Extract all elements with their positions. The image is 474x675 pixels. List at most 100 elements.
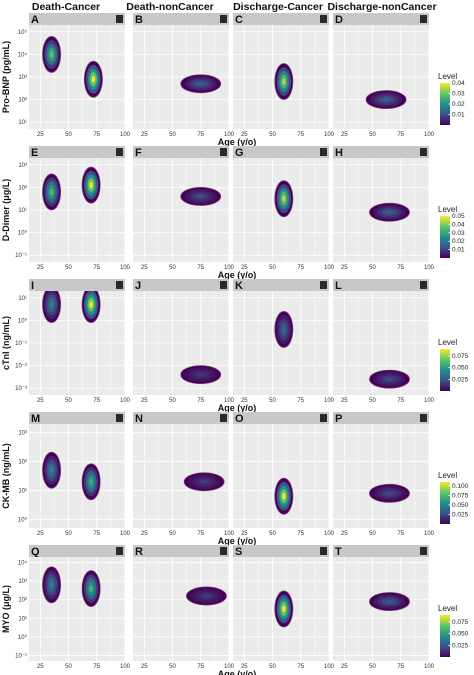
panel-k: K 25 50 75 100 xyxy=(233,279,335,404)
y-tick-label: 10⁻¹ xyxy=(15,653,27,659)
density-peak xyxy=(81,463,101,501)
x-tick-label: 25 xyxy=(241,132,248,138)
facet-strip xyxy=(333,13,429,25)
y-tick-label: 10⁴ xyxy=(18,51,28,58)
x-tick-label: 75 xyxy=(197,531,204,537)
x-tick-label: 75 xyxy=(297,132,304,138)
y-tick-label: 10³ xyxy=(18,75,27,81)
x-axis-label: Age (y/o) xyxy=(218,270,257,280)
x-tick-label: 75 xyxy=(197,664,204,670)
plot-area xyxy=(333,424,429,528)
panel-r: R 25 50 75 100 xyxy=(133,545,235,670)
x-tick-label: 25 xyxy=(341,132,348,138)
density-peak xyxy=(369,369,410,389)
x-tick-label: 25 xyxy=(341,398,348,404)
plot-area xyxy=(133,557,229,661)
density-peak xyxy=(42,35,62,73)
legend-tick-label: 0.01 xyxy=(452,247,465,254)
panel-letter: L xyxy=(335,280,342,292)
panel-e: E 25 50 75 100 xyxy=(29,146,131,271)
facet-strip xyxy=(133,412,229,424)
density-peak xyxy=(185,586,227,606)
strip-marker-icon xyxy=(220,15,227,23)
x-tick-label: 25 xyxy=(141,398,148,404)
column-title-2: Death-nonCancer xyxy=(126,1,214,13)
x-tick-label: 50 xyxy=(65,265,72,271)
y-tick-label: 10⁻¹ xyxy=(15,253,27,259)
y-tick-label: 10⁵ xyxy=(18,29,28,36)
panel-a: A 25 50 75 100 xyxy=(29,13,131,138)
density-peak xyxy=(42,291,62,324)
y-tick-label: 10⁰ xyxy=(18,516,28,523)
x-tick-label: 75 xyxy=(93,398,100,404)
strip-marker-icon xyxy=(320,148,327,156)
x-tick-label: 25 xyxy=(141,265,148,271)
strip-marker-icon xyxy=(116,15,123,23)
legend: Level 0.100 0.075 0.050 0.025 xyxy=(438,471,469,524)
x-tick-label: 50 xyxy=(269,132,276,138)
x-tick-label: 50 xyxy=(169,132,176,138)
panel-letter: I xyxy=(31,280,34,292)
legend-colorbar xyxy=(440,482,450,524)
strip-marker-icon xyxy=(320,547,327,555)
panel-letter: B xyxy=(135,14,143,26)
x-tick-label: 75 xyxy=(93,664,100,670)
y-tick-label: 10¹ xyxy=(18,120,27,126)
facet-strip xyxy=(29,412,125,424)
x-tick-label: 100 xyxy=(424,398,435,404)
density-peak xyxy=(42,566,62,604)
y-tick-label: 10⁴ xyxy=(18,560,28,567)
legend: Level 0.075 0.050 0.025 xyxy=(438,604,469,657)
x-tick-label: 100 xyxy=(224,132,235,138)
x-tick-label: 100 xyxy=(324,664,335,670)
x-tick-label: 100 xyxy=(224,664,235,670)
density-peak xyxy=(83,60,103,98)
facet-strip xyxy=(233,412,329,424)
x-tick-label: 100 xyxy=(120,265,131,271)
density-peak xyxy=(180,74,222,94)
y-tick-label: 10² xyxy=(18,185,27,191)
panel-letter: A xyxy=(31,14,39,26)
x-tick-label: 100 xyxy=(224,398,235,404)
x-tick-label: 50 xyxy=(369,531,376,537)
legend-tick-label: 0.025 xyxy=(452,642,469,649)
x-tick-label: 100 xyxy=(120,664,131,670)
facet-strip xyxy=(333,146,429,158)
density-peak xyxy=(274,63,294,100)
strip-marker-icon xyxy=(320,281,327,289)
facet-strip xyxy=(133,146,229,158)
x-tick-label: 75 xyxy=(93,132,100,138)
x-tick-label: 25 xyxy=(341,664,348,670)
panel-l: L 25 50 75 100 xyxy=(333,279,435,404)
x-tick-label: 75 xyxy=(397,664,404,670)
legend-title: Level xyxy=(438,604,457,613)
row-d-dimer: D-Dimer (μg/L) E 25 50 75 100 F 25 50 75 100 G 25 50 7… xyxy=(1,146,465,280)
x-tick-label: 100 xyxy=(424,265,435,271)
x-tick-label: 25 xyxy=(37,132,44,138)
column-title-1: Death-Cancer xyxy=(32,1,100,13)
density-peak xyxy=(81,166,101,204)
x-tick-label: 25 xyxy=(341,265,348,271)
facet-strip xyxy=(29,13,125,25)
y-axis-label: MYO (μg/L) xyxy=(1,585,11,633)
panel-t: T 25 50 75 100 xyxy=(333,545,435,670)
x-tick-label: 25 xyxy=(141,531,148,537)
x-tick-label: 75 xyxy=(197,398,204,404)
facet-strip xyxy=(333,412,429,424)
y-axis-label: CK-MB (ng/mL) xyxy=(1,443,11,508)
legend-tick-label: 0.04 xyxy=(452,80,465,87)
row-ck-mb: CK-MB (ng/mL) M 25 50 75 100 N 25 50 75 100 O 25 50 75… xyxy=(1,412,469,546)
panel-c: C 25 50 75 100 xyxy=(233,13,335,138)
x-tick-label: 50 xyxy=(65,132,72,138)
x-tick-label: 25 xyxy=(37,664,44,670)
row-ctni: cTnI (ng/mL) I 25 50 75 100 J 25 50 75 100 K 25 50 75 1… xyxy=(1,279,469,413)
panel-letter: S xyxy=(235,546,242,558)
x-axis-label: Age (y/o) xyxy=(218,137,257,147)
x-tick-label: 100 xyxy=(120,398,131,404)
y-tick-label: 10¹ xyxy=(18,296,27,302)
density-peak xyxy=(180,365,222,385)
panel-letter: T xyxy=(335,546,342,558)
x-axis-label: Age (y/o) xyxy=(218,403,257,413)
x-tick-label: 100 xyxy=(224,265,235,271)
